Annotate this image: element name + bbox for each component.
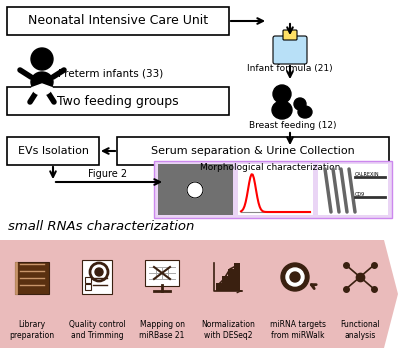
FancyBboxPatch shape xyxy=(318,164,388,215)
FancyBboxPatch shape xyxy=(117,137,389,165)
Text: CALREXIN: CALREXIN xyxy=(355,171,380,176)
Wedge shape xyxy=(32,84,52,95)
FancyBboxPatch shape xyxy=(158,164,233,215)
Text: small RNAs characterization: small RNAs characterization xyxy=(8,220,194,233)
Circle shape xyxy=(294,98,306,110)
Circle shape xyxy=(273,85,291,103)
Text: Serum separation & Urine Collection: Serum separation & Urine Collection xyxy=(151,146,355,156)
Text: EVs Isolation: EVs Isolation xyxy=(18,146,88,156)
Text: Functional
analysis: Functional analysis xyxy=(340,320,380,340)
Circle shape xyxy=(286,268,304,286)
Text: miRNA targets
from miRWalk: miRNA targets from miRWalk xyxy=(270,320,326,340)
Text: Figure 2: Figure 2 xyxy=(88,169,128,179)
FancyBboxPatch shape xyxy=(7,87,229,115)
FancyBboxPatch shape xyxy=(7,137,99,165)
Bar xyxy=(234,263,240,291)
FancyBboxPatch shape xyxy=(283,30,297,40)
Text: Quality control
and Trimming: Quality control and Trimming xyxy=(69,320,125,340)
Ellipse shape xyxy=(298,106,312,118)
Bar xyxy=(216,283,222,291)
Bar xyxy=(228,269,234,291)
FancyBboxPatch shape xyxy=(273,36,307,64)
Text: Mapping on
miRBase 21: Mapping on miRBase 21 xyxy=(139,320,185,340)
Bar xyxy=(222,276,228,291)
FancyBboxPatch shape xyxy=(145,260,179,286)
Text: Normalization
with DESeq2: Normalization with DESeq2 xyxy=(201,320,255,340)
Text: Preterm infants (33): Preterm infants (33) xyxy=(58,69,163,79)
Ellipse shape xyxy=(31,72,53,92)
FancyBboxPatch shape xyxy=(15,262,49,294)
Text: Morphological characterization: Morphological characterization xyxy=(200,163,340,171)
Ellipse shape xyxy=(272,101,292,119)
Text: Infant formula (21): Infant formula (21) xyxy=(247,64,333,74)
Text: Neonatal Intensive Care Unit: Neonatal Intensive Care Unit xyxy=(28,14,208,27)
Circle shape xyxy=(281,263,309,291)
FancyBboxPatch shape xyxy=(238,164,313,215)
Text: Library
preparation: Library preparation xyxy=(10,320,54,340)
Text: Breast feeding (12): Breast feeding (12) xyxy=(249,120,337,130)
Circle shape xyxy=(187,182,203,198)
Circle shape xyxy=(31,48,53,70)
FancyBboxPatch shape xyxy=(154,161,392,218)
Text: CD9: CD9 xyxy=(355,191,365,196)
Circle shape xyxy=(290,272,300,282)
Circle shape xyxy=(95,268,103,276)
Text: Two feeding groups: Two feeding groups xyxy=(57,94,179,107)
Polygon shape xyxy=(0,240,398,348)
FancyBboxPatch shape xyxy=(82,260,112,294)
FancyBboxPatch shape xyxy=(7,7,229,35)
